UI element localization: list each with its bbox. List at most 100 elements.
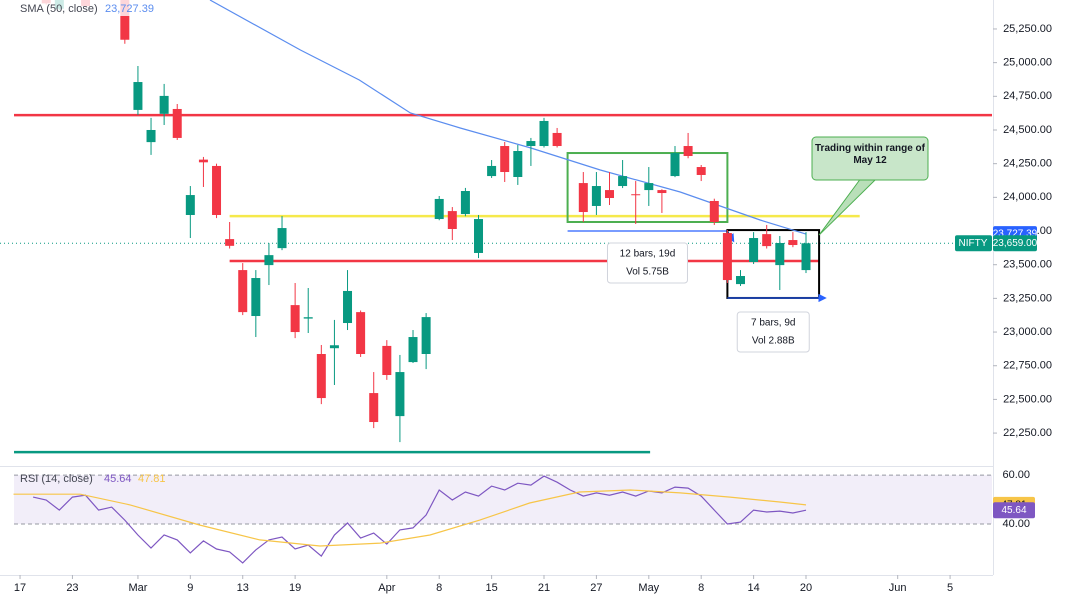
candle-body [212,165,222,215]
axes: 25,250.00 25,000.00 24,750.00 24,500.00 24,2… [14,23,1052,594]
candle-body [303,317,313,319]
y-tick-label: 24,750.00 [1003,90,1052,102]
legend-rsi-value: 45.64 [104,473,132,485]
candle-body [277,228,287,249]
x-tick-label: 9 [187,582,193,594]
range-box [566,152,729,223]
candle-body [198,159,208,163]
candle-body [434,198,444,220]
x-tick-label: 20 [800,582,812,594]
candle-body [709,200,719,222]
candle-body [120,0,130,40]
measure-label: Vol 2.88B [752,336,795,347]
x-tick-label: 8 [698,582,704,594]
candle-body [722,233,732,281]
callout-text-box: Trading within range of May 12 [815,143,925,166]
measure-label-box [606,242,688,284]
callout-box [811,136,929,181]
x-tick-label: 8 [436,582,442,594]
candle-body [225,239,235,246]
x-tick-label: 23 [66,582,78,594]
measure-label: 12 bars, 19d [620,249,676,260]
candle-body [801,243,811,271]
y-tick-label: 24,250.00 [1003,158,1052,170]
y-tick-label: 60.00 [1002,469,1030,481]
measure-label-box [736,311,810,353]
x-tick-label: 15 [485,582,497,594]
price-pane: 12 bars, 19d Vol 5.75B 7 bars, 9d Vol 2.88B… [0,0,992,454]
candle-body [500,146,510,173]
candle-body [238,270,248,313]
last-price-tag-label: 23,659.00 [993,238,1038,249]
candle-body [460,191,470,215]
x-tick-label: 19 [289,582,301,594]
x-tick-label: May [638,582,659,594]
x-tick-label: 21 [538,582,550,594]
candle-body [329,345,339,349]
x-tick-label: Jun [889,582,907,594]
candle-body [552,132,562,147]
candle-body [447,211,457,229]
x-tick-label: Mar [128,582,147,594]
candle-body [539,120,549,147]
candle-body [605,190,615,199]
rsi-pane [13,474,992,564]
measure-label: 7 bars, 9d [751,318,795,329]
y-tick-label: 22,500.00 [1003,393,1052,405]
x-tick-label: 14 [747,582,759,594]
candle-body [487,165,497,177]
y-tick-label: 22,750.00 [1003,360,1052,372]
legend: SMA (50, close) 23,727.39 RSI (14, close… [14,0,166,485]
candle-body [749,238,759,263]
rsi-value-tag-label: 45.64 [1001,505,1026,516]
y-tick-label: 25,000.00 [1003,57,1052,69]
legend-sma-value: 23,727.39 [105,3,154,15]
candle-body [631,194,641,196]
candle-body [369,393,379,423]
symbol-tag-label: NIFTY [959,238,988,249]
legend-rsi-name: RSI (14, close) [20,473,93,485]
candle-body [513,151,523,178]
legend-sma-name: SMA (50, close) [20,3,98,15]
candle-body [172,108,182,138]
candle-body [290,305,300,333]
candle-body [788,240,798,246]
sma-line [209,0,807,235]
y-tick-label: 25,250.00 [1003,23,1052,35]
candle-body [356,312,366,355]
x-tick-label: Apr [378,582,395,594]
y-tick-label: 23,250.00 [1003,292,1052,304]
candle-body [735,276,745,285]
candle-body [775,243,785,266]
candle-body [762,234,772,247]
y-tick-label: 40.00 [1002,518,1030,530]
rsi-line [32,475,807,564]
rsi-line [13,489,807,547]
candle-body [382,345,392,376]
candle-body [421,317,431,355]
last-price-tag [993,235,1037,252]
candle-body [264,255,274,266]
y-tick-label: 23,000.00 [1003,326,1052,338]
candle-body [578,183,588,213]
candle-body [526,141,536,147]
x-tick-label: 13 [237,582,249,594]
x-tick-label: 5 [947,582,953,594]
candle-body [316,354,326,399]
candle-body [696,167,706,175]
rsi-band [14,475,992,525]
measure-label: Vol 5.75B [626,267,669,278]
y-tick-label: 24,500.00 [1003,124,1052,136]
y-tick-label: 24,000.00 [1003,191,1052,203]
candle-body [133,82,143,110]
candle-body [185,195,195,215]
candle-body [343,290,353,324]
candle-body [408,337,418,363]
candle-body [146,129,156,143]
candle-body [395,372,405,417]
candle-body [644,183,654,191]
x-tick-label: 27 [590,582,602,594]
candle-body [657,190,667,194]
candle-body [670,153,680,177]
